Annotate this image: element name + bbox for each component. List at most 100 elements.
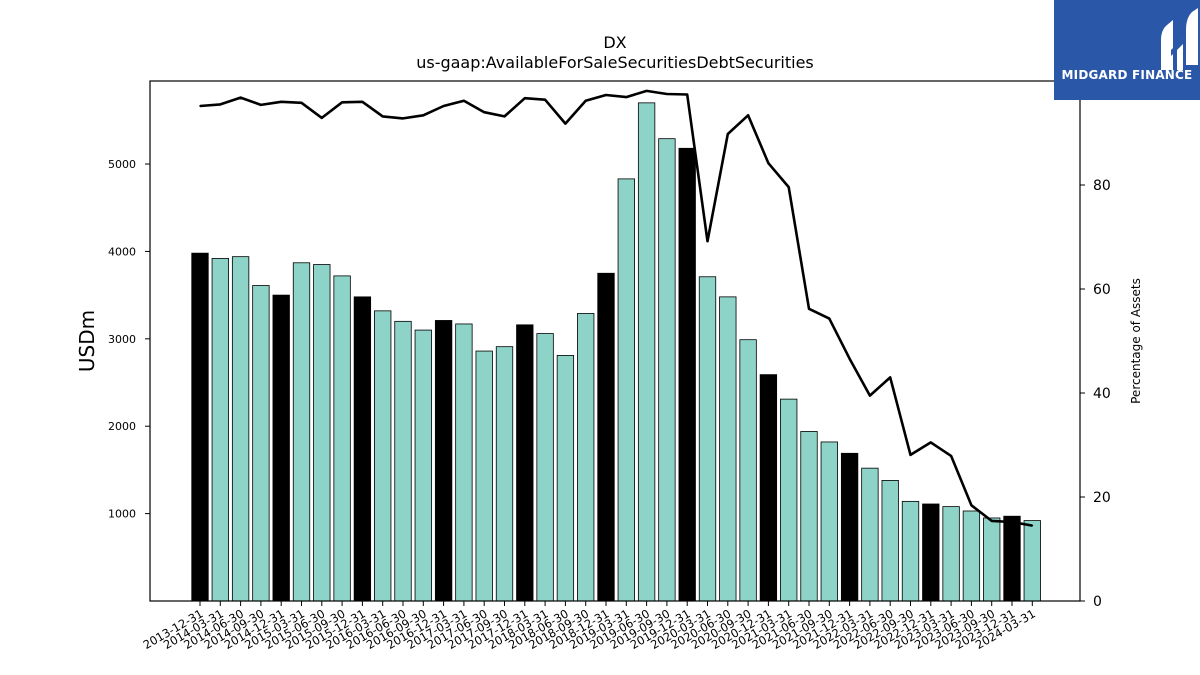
line-point xyxy=(889,376,891,379)
line-point xyxy=(869,394,871,397)
line-point xyxy=(199,105,201,107)
line-point xyxy=(605,94,607,96)
bar xyxy=(617,178,635,602)
line-point xyxy=(260,104,262,106)
bar xyxy=(252,285,270,602)
line-point xyxy=(747,114,749,117)
chart-subtitle: us-gaap:AvailableForSaleSecuritiesDebtSe… xyxy=(416,53,814,72)
y-tick-label: 1000 xyxy=(108,508,136,521)
line-point xyxy=(909,454,912,456)
line-point xyxy=(341,101,343,104)
y2-tick-label: 80 xyxy=(1093,178,1111,194)
line-point xyxy=(706,240,709,242)
bar xyxy=(353,296,372,602)
bar xyxy=(881,479,899,602)
line-point xyxy=(767,162,770,164)
bar xyxy=(637,102,656,602)
line-point xyxy=(544,98,546,101)
line-point xyxy=(442,105,445,107)
line-path xyxy=(199,89,1033,527)
bar xyxy=(698,276,717,602)
bar xyxy=(780,398,798,602)
line-point xyxy=(564,122,567,125)
y-tick-label: 3000 xyxy=(108,333,136,346)
bar xyxy=(394,320,412,602)
line-point xyxy=(686,93,688,96)
bar-series xyxy=(191,102,1041,602)
y-axis-left: 1000 2000 3000 4000 5000 xyxy=(108,158,150,521)
logo-mark-icon xyxy=(1161,8,1198,70)
logo-text: MIDGARD FINANCE xyxy=(1061,68,1193,82)
line-point xyxy=(848,357,851,360)
line-point xyxy=(219,103,222,106)
bar xyxy=(1023,520,1041,602)
bar xyxy=(1003,515,1021,602)
line-point xyxy=(584,99,587,102)
y-axis-label: USDm xyxy=(75,310,99,372)
line-point xyxy=(239,96,242,99)
line-point xyxy=(1031,524,1034,527)
line-point xyxy=(381,115,384,118)
bar xyxy=(211,258,229,602)
line-point xyxy=(990,520,993,522)
line-point xyxy=(808,307,810,310)
line-point xyxy=(422,114,425,117)
logo: MIDGARD FINANCE xyxy=(1054,0,1200,100)
bar xyxy=(191,252,209,602)
bar xyxy=(901,500,920,602)
line-point xyxy=(300,102,303,104)
bar xyxy=(374,310,392,602)
bar xyxy=(516,324,534,602)
line-point xyxy=(402,117,404,120)
line-point xyxy=(1011,521,1013,523)
bar xyxy=(922,503,940,602)
line-point xyxy=(727,133,729,135)
y-tick-label: 5000 xyxy=(108,158,136,171)
plot-frame xyxy=(149,80,1081,602)
line-point xyxy=(645,90,648,92)
bar xyxy=(495,346,514,602)
bar xyxy=(759,374,778,602)
bar xyxy=(739,339,757,602)
bar xyxy=(962,510,981,602)
bar xyxy=(434,320,453,602)
bar xyxy=(536,333,554,602)
line-point xyxy=(787,186,790,188)
bar xyxy=(983,517,1001,602)
bar xyxy=(556,355,575,602)
line-point xyxy=(950,455,952,457)
bar xyxy=(942,506,960,602)
line-point xyxy=(463,99,465,102)
line-point xyxy=(483,111,486,113)
bar xyxy=(455,323,473,602)
bar xyxy=(820,441,838,602)
line-point xyxy=(666,93,668,95)
y2-axis-label: Percentage of Assets xyxy=(1129,278,1143,404)
y2-tick-label: 40 xyxy=(1093,386,1111,402)
bar xyxy=(719,296,737,602)
bar xyxy=(861,467,879,602)
line-point xyxy=(361,101,364,103)
y2-tick-label: 0 xyxy=(1093,594,1102,610)
bar xyxy=(800,431,818,602)
bar xyxy=(414,329,432,602)
y-tick-label: 4000 xyxy=(108,245,136,258)
bar xyxy=(678,147,696,602)
line-point xyxy=(970,504,973,507)
bar xyxy=(840,452,859,602)
bar xyxy=(475,350,493,602)
bar xyxy=(658,138,676,602)
bar xyxy=(231,256,250,602)
y-axis-right: 0 20 40 60 80 xyxy=(1080,178,1111,610)
line-point xyxy=(625,96,628,98)
line-series xyxy=(199,89,1034,527)
bar xyxy=(313,264,331,602)
line-point xyxy=(280,101,283,103)
y2-tick-label: 20 xyxy=(1093,490,1111,506)
line-point xyxy=(321,117,323,119)
bar xyxy=(597,272,615,602)
chart-title: DX xyxy=(603,33,626,52)
line-point xyxy=(524,97,526,99)
line-point xyxy=(828,317,831,320)
